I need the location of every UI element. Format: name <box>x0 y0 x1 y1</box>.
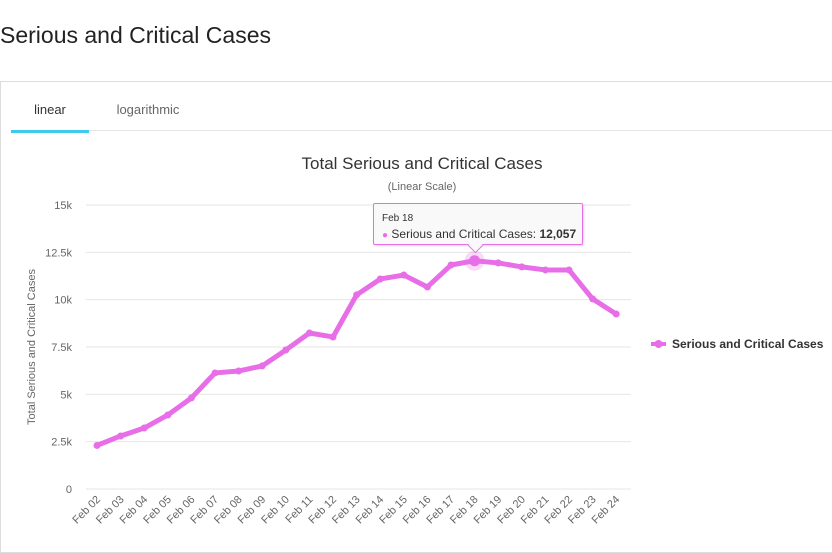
data-point[interactable] <box>353 291 361 299</box>
y-tick-label: 5k <box>60 389 72 401</box>
y-tick-label: 2.5k <box>51 437 72 449</box>
y-tick-label: 10k <box>54 295 72 307</box>
data-point[interactable] <box>376 275 384 283</box>
tooltip-date: Feb 18 <box>382 213 414 224</box>
legend-label: Serious and Critical Cases <box>672 337 824 351</box>
line-chart: Total Serious and Critical Cases (Linear… <box>26 154 824 527</box>
data-point[interactable] <box>140 424 148 432</box>
data-point[interactable] <box>423 283 431 291</box>
y-tick-label: 7.5k <box>51 342 72 354</box>
tooltip-series-line: ● Serious and Critical Cases: 12,057 <box>382 227 576 241</box>
grid-lines <box>86 204 631 490</box>
data-point[interactable] <box>518 263 526 271</box>
data-point[interactable] <box>235 367 243 375</box>
data-point[interactable] <box>187 394 195 402</box>
tooltip-series-name: Serious and Critical Cases: <box>391 227 540 241</box>
data-point[interactable] <box>612 310 620 318</box>
y-axis-ticks: 0 2.5k 5k 7.5k 10k 12.5k 15k <box>45 200 72 496</box>
data-point[interactable] <box>211 369 219 377</box>
y-tick-label: 15k <box>54 200 72 212</box>
tab-linear[interactable]: linear <box>11 82 89 133</box>
chart-title: Total Serious and Critical Cases <box>302 154 543 173</box>
scale-tabs: linear logarithmic <box>11 82 832 133</box>
legend-marker <box>654 340 663 348</box>
data-point[interactable] <box>305 329 313 337</box>
data-point[interactable] <box>329 333 337 341</box>
data-point[interactable] <box>282 346 290 354</box>
data-point[interactable] <box>258 362 266 370</box>
data-point[interactable] <box>469 255 481 267</box>
y-tick-label: 0 <box>66 484 72 496</box>
data-point[interactable] <box>494 259 502 267</box>
tooltip-value: 12,057 <box>539 227 577 241</box>
data-point[interactable] <box>400 271 408 279</box>
y-tick-label: 12.5k <box>45 247 72 259</box>
series-serious-critical <box>93 250 620 449</box>
data-point[interactable] <box>589 295 597 303</box>
tooltip-series-dot-icon: ● <box>382 230 389 241</box>
data-point[interactable] <box>93 441 101 449</box>
data-point[interactable] <box>164 411 172 419</box>
chart-subtitle: (Linear Scale) <box>388 181 456 193</box>
tab-logarithmic[interactable]: logarithmic <box>116 102 180 117</box>
data-point[interactable] <box>541 266 549 274</box>
data-point[interactable] <box>117 432 125 440</box>
chart-card: linear logarithmic <box>0 81 832 553</box>
tooltip: Feb 18 ● Serious and Critical Cases: 12,… <box>373 203 583 254</box>
legend[interactable]: Serious and Critical Cases <box>651 337 824 351</box>
data-point[interactable] <box>447 261 455 269</box>
page-title: Serious and Critical Cases <box>0 22 272 48</box>
series-line <box>94 258 619 448</box>
data-point[interactable] <box>565 266 573 274</box>
y-axis-label: Total Serious and Critical Cases <box>26 269 38 425</box>
